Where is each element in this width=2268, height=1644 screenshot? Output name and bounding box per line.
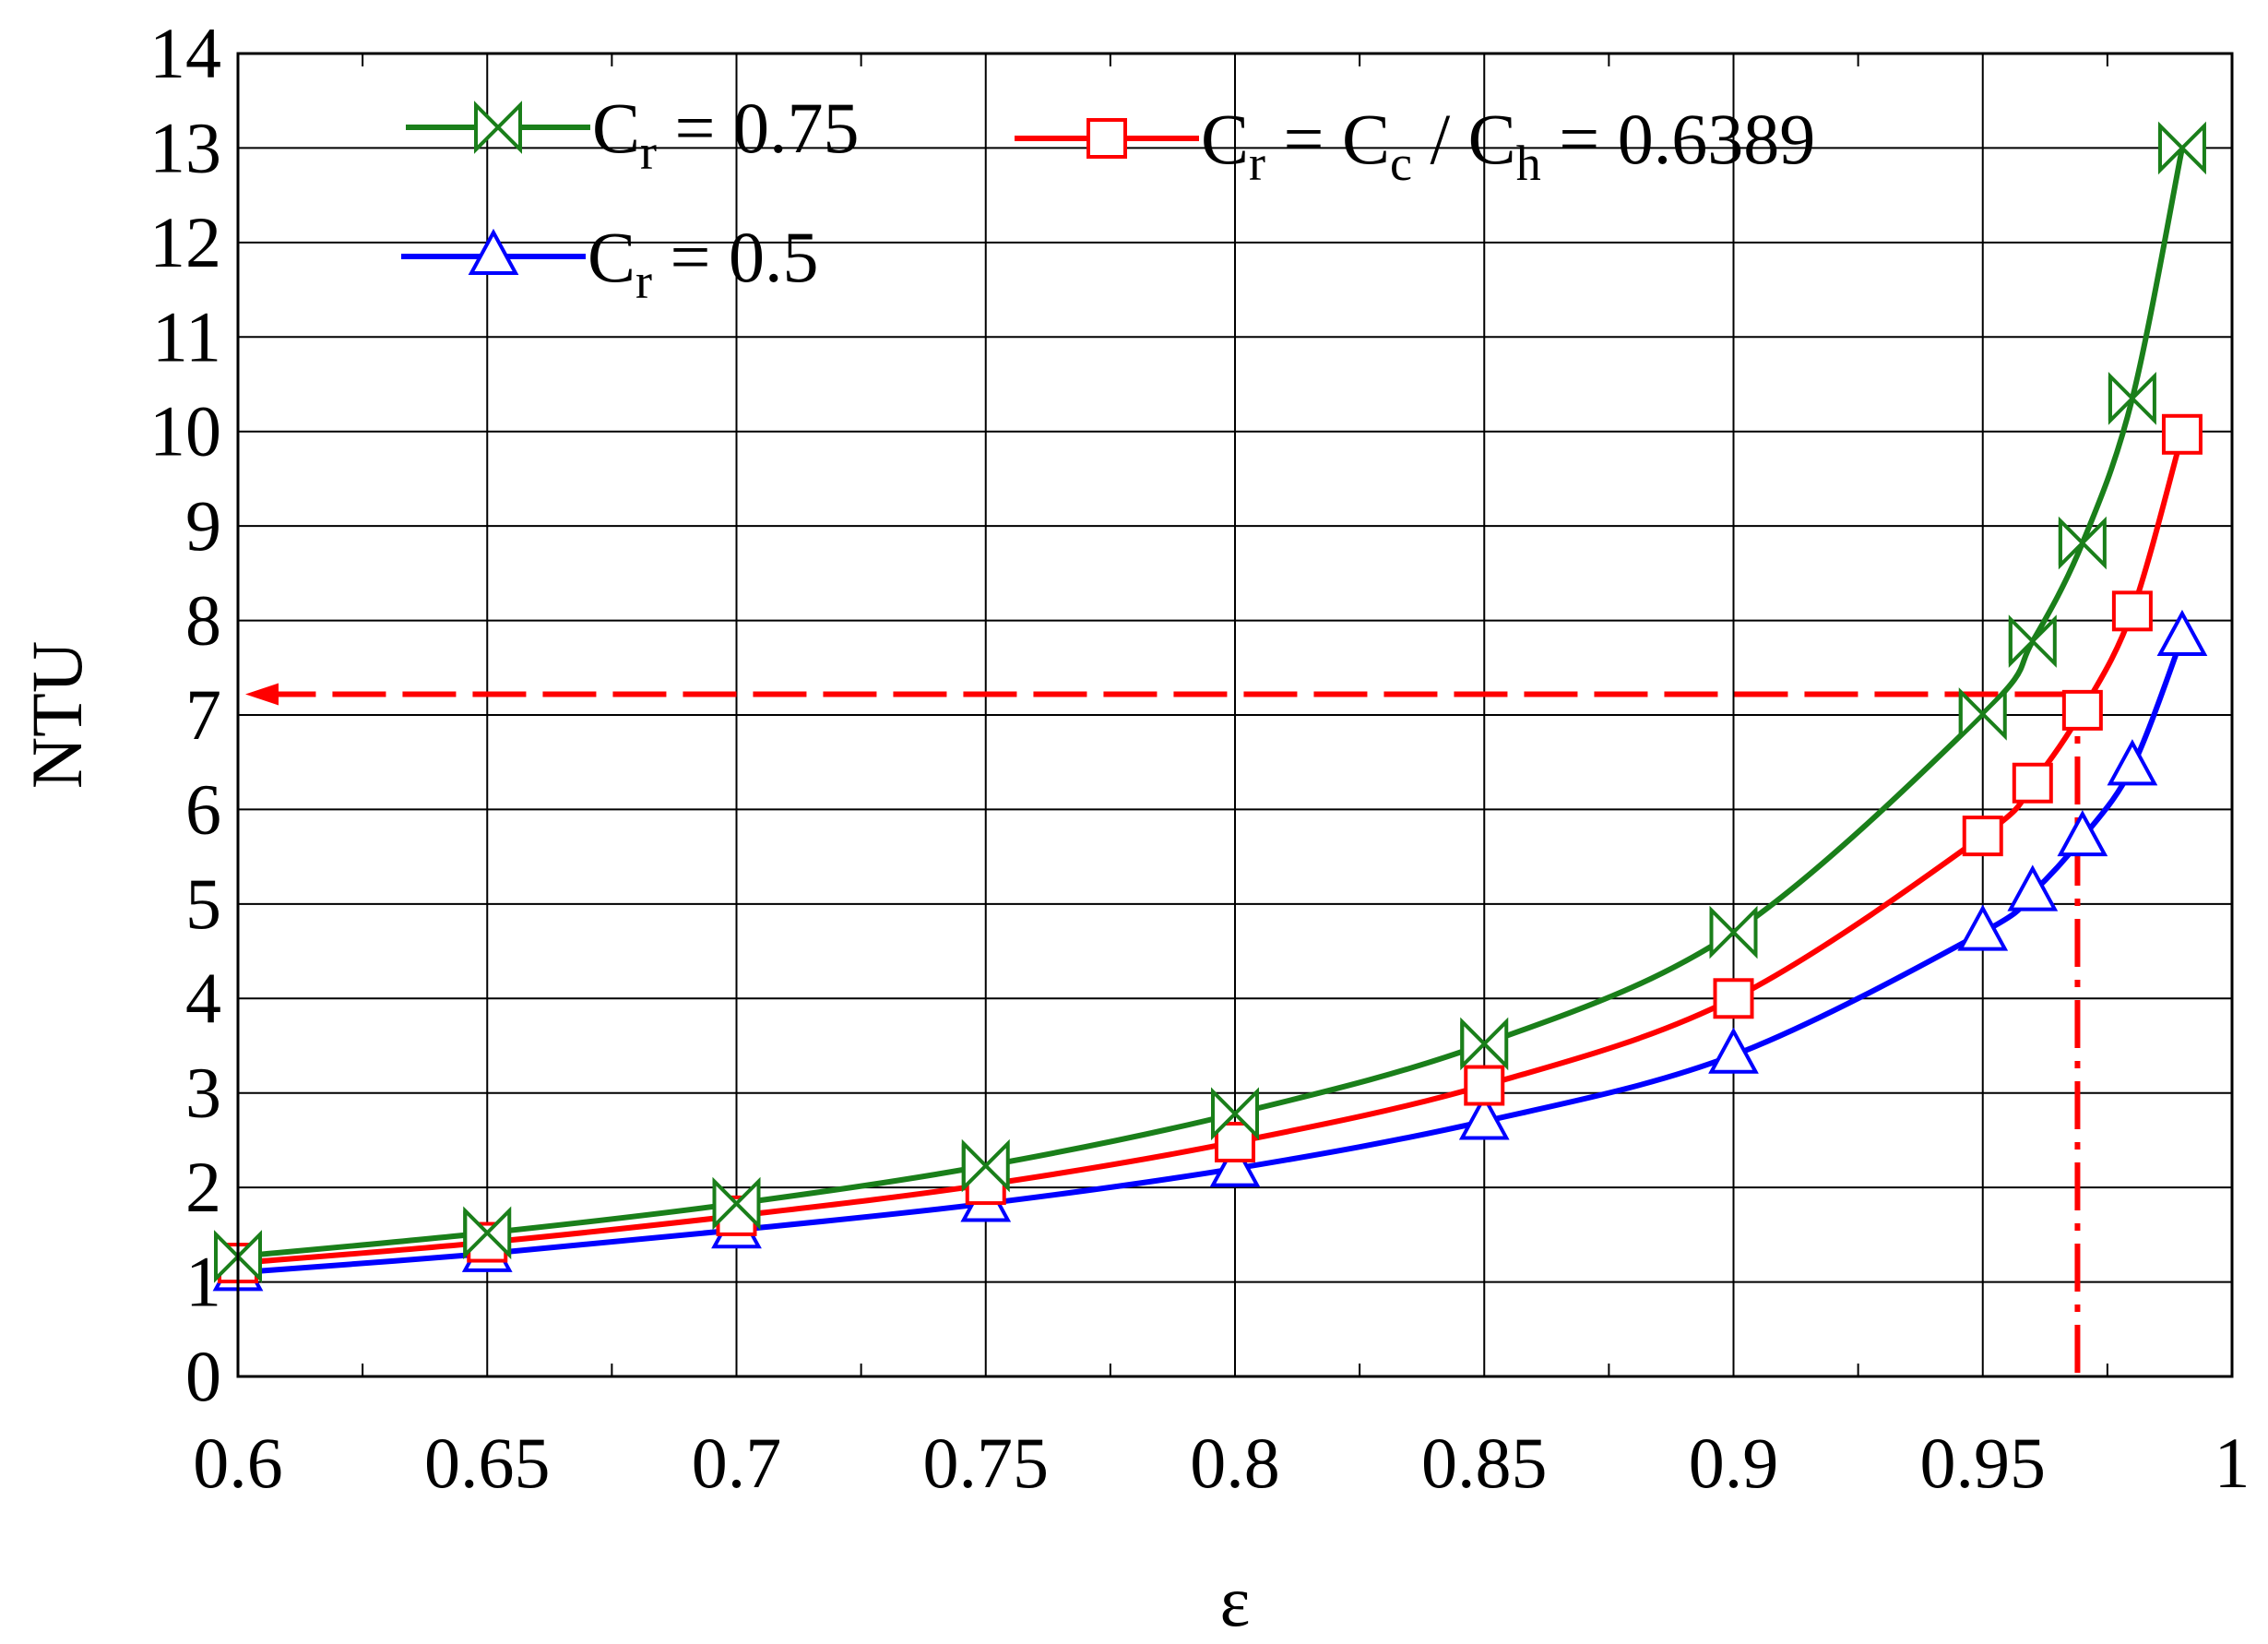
x-tick-label: 0.85: [1421, 1423, 1548, 1503]
y-tick-label: 12: [149, 202, 221, 282]
legend-text-part: = 0.6389: [1541, 99, 1816, 179]
legend-label-2: Cr = 0.5: [588, 217, 819, 309]
x-tick-label: 0.8: [1190, 1423, 1280, 1503]
y-axis-label: NTU: [17, 641, 97, 789]
series-markers: [212, 121, 2208, 1292]
legend-text-part: = 0.5: [652, 217, 819, 297]
series-cr-06389-marker: [2111, 590, 2153, 632]
y-tick-label: 11: [152, 296, 221, 376]
series-cr-075-marker: [2157, 121, 2206, 175]
y-tick-label: 5: [185, 864, 221, 944]
legend-text-part: C: [592, 88, 640, 168]
x-tick-label: 0.65: [424, 1423, 551, 1503]
legend-text-part: C: [588, 217, 635, 297]
legend-subscript: c: [1390, 136, 1412, 191]
plot-frame: [236, 52, 2234, 1378]
legend-marker-2: [468, 228, 519, 275]
grid: [237, 53, 2233, 1377]
legend-text-part: = C: [1265, 99, 1390, 179]
y-tick-label: 1: [185, 1242, 221, 1322]
series-cr-075-marker: [2108, 372, 2156, 425]
x-tick-label: 0.95: [1920, 1423, 2047, 1503]
legend-subscript: h: [1516, 136, 1541, 191]
legend-text-part: / C: [1412, 99, 1516, 179]
legend-subscript: r: [1249, 136, 1265, 191]
x-axis-label: ε: [1220, 1561, 1251, 1641]
y-tick-label: 6: [185, 768, 221, 849]
series-cr-05-marker: [1209, 1140, 1261, 1187]
series-cr-05-line: [238, 636, 2185, 1276]
series-cr-075-marker: [2058, 516, 2107, 570]
axis-ticks: 0.6 0.65 0.7 0.75 0.8 0.85 0.9 0.95 101234567891…: [149, 13, 2250, 1503]
legend-subscript: r: [635, 254, 652, 309]
x-tick-label: 1: [2215, 1423, 2250, 1503]
series-cr-06389-marker: [1464, 1065, 1505, 1106]
legend-label-1: Cr = Cc / Ch = 0.6389: [1201, 99, 1815, 191]
legend-subscript: r: [640, 125, 657, 180]
y-tick-label: 10: [149, 391, 221, 471]
y-tick-label: 7: [185, 674, 221, 755]
series-cr-075-marker: [2008, 614, 2057, 668]
x-tick-label: 0.9: [1689, 1423, 1779, 1503]
series-cr-05-marker: [2107, 739, 2158, 786]
legend-label-0: Cr = 0.75: [592, 88, 860, 180]
y-tick-label: 9: [185, 485, 221, 566]
series-cr-075-line: [238, 147, 2185, 1259]
series-cr-06389-marker: [1713, 978, 1754, 1019]
series-cr-05-marker: [1957, 904, 2009, 951]
y-tick-label: 2: [185, 1147, 221, 1227]
y-tick-label: 3: [185, 1053, 221, 1133]
series-cr-05-marker: [1458, 1093, 1510, 1140]
y-tick-label: 4: [185, 958, 221, 1038]
series-cr-06389-line: [238, 433, 2185, 1267]
legend-marker-1: [1087, 118, 1127, 159]
annotation-left-arrow: [245, 683, 279, 706]
y-tick-label: 8: [185, 580, 221, 661]
legend-text-part: C: [1201, 99, 1249, 179]
y-tick-label: 13: [149, 107, 221, 187]
x-tick-label: 0.7: [692, 1423, 782, 1503]
legend-marker-0: [474, 101, 522, 154]
series-cr-05-marker: [1708, 1027, 1759, 1074]
series-cr-06389-marker: [1962, 816, 2003, 857]
series-cr-05-marker: [2057, 809, 2108, 857]
legend-text-part: = 0.75: [657, 88, 860, 168]
series-cr-05-marker: [2156, 609, 2208, 657]
y-tick-label: 0: [185, 1336, 221, 1416]
series-cr-06389-marker: [1215, 1121, 1255, 1162]
series-cr-06389-marker: [2061, 689, 2103, 731]
series-cr-06389-marker: [2161, 413, 2203, 455]
series-cr-06389-marker: [2012, 762, 2053, 804]
series-cr-05-marker: [2007, 864, 2059, 911]
y-tick-label: 14: [149, 13, 221, 93]
x-tick-label: 0.6: [193, 1423, 283, 1503]
annotation: [245, 683, 2089, 1373]
series-lines: [238, 147, 2185, 1276]
x-tick-label: 0.75: [923, 1423, 1050, 1503]
